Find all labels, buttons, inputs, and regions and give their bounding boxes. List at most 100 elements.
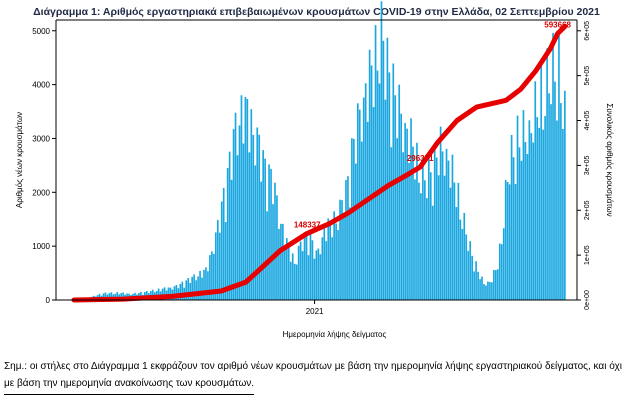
daily-bar [272, 204, 274, 300]
daily-bar [398, 84, 401, 300]
daily-bar [335, 223, 337, 300]
cumulative-line [71, 23, 568, 303]
daily-bar [339, 199, 341, 300]
daily-bar [380, 1, 383, 301]
daily-bar [276, 195, 278, 300]
daily-bar [270, 168, 272, 300]
daily-bar [512, 157, 515, 300]
daily-bar [479, 279, 481, 300]
daily-bar [110, 292, 113, 300]
daily-bar [556, 120, 558, 300]
y-tick-label: 4000 [32, 81, 50, 90]
daily-bar [374, 25, 377, 300]
daily-bar [459, 219, 462, 300]
y-axis-label: Αριθμός νέων κρουσμάτων [15, 112, 24, 208]
daily-bar [528, 120, 531, 300]
daily-bar [461, 228, 464, 300]
chart-svg: 0 1000 2000 3000 4000 5000 0e+00 1e+05 2e+05 3e+0… [15, 1, 614, 339]
daily-bar [163, 287, 166, 300]
daily-bar [516, 115, 519, 300]
cumulative-annotation: 148337 [294, 220, 321, 229]
daily-bar [224, 222, 227, 300]
daily-bar [362, 97, 365, 300]
daily-bar [102, 293, 105, 300]
daily-bar [323, 225, 326, 300]
y-tick-label: 0 [46, 296, 51, 305]
daily-bar [175, 284, 178, 300]
daily-bar [548, 93, 550, 300]
daily-bar [201, 277, 203, 300]
daily-bar [157, 288, 160, 300]
daily-bar [471, 255, 473, 300]
y-tick-label: 1000 [32, 242, 50, 251]
daily-bar [473, 271, 475, 300]
daily-bar [222, 187, 225, 300]
daily-bar [364, 83, 367, 300]
daily-bar [104, 292, 107, 300]
daily-bar [329, 221, 332, 300]
daily-bar [236, 155, 239, 300]
daily-bar [396, 138, 399, 300]
y2-tick-label: 6e+05 [584, 21, 591, 41]
daily-bar [197, 276, 199, 300]
daily-bar [495, 270, 497, 300]
daily-bar [390, 147, 393, 300]
daily-bar [560, 103, 562, 300]
daily-bar [376, 70, 379, 300]
y2-tick-label: 4e+05 [584, 111, 591, 131]
daily-bar [416, 142, 418, 300]
cumulative-annotation: 296371 [407, 154, 434, 163]
daily-bar [420, 193, 422, 300]
daily-bar [410, 118, 412, 301]
daily-bar [564, 90, 566, 300]
daily-bar [500, 244, 503, 300]
daily-bar [469, 241, 472, 300]
daily-bar [408, 162, 410, 300]
daily-bar [278, 228, 280, 300]
daily-bar [443, 175, 446, 300]
daily-bar [167, 287, 170, 300]
y2-tick-label: 1e+05 [584, 245, 591, 265]
daily-bar [453, 182, 456, 300]
daily-bar [185, 280, 188, 300]
daily-bar [179, 283, 182, 300]
daily-bar [550, 104, 552, 301]
daily-bar [394, 95, 397, 300]
daily-bar [274, 182, 276, 300]
daily-bar [337, 230, 339, 300]
chart-title: Διάγραμμα 1: Αριθμός εργαστηριακά επιβεβ… [33, 6, 600, 18]
daily-bar [252, 134, 255, 300]
daily-bar [449, 187, 452, 300]
daily-bar [489, 282, 491, 300]
daily-bar [268, 164, 270, 300]
daily-bar [504, 179, 507, 300]
y2-tick-label: 3e+05 [584, 155, 591, 175]
daily-bar [116, 292, 119, 300]
daily-bar [293, 263, 296, 300]
daily-bar [331, 237, 333, 300]
footnote-rule [4, 394, 254, 395]
daily-bar [366, 121, 369, 300]
daily-bar [491, 282, 493, 300]
daily-bar [317, 248, 320, 300]
daily-bar [418, 182, 420, 300]
daily-bar [384, 99, 387, 300]
daily-bar [506, 181, 509, 300]
daily-bar [297, 245, 300, 300]
daily-bar [319, 254, 322, 300]
daily-bar [191, 276, 193, 300]
cumulative-line-group [71, 23, 568, 303]
daily-bar [400, 113, 403, 300]
daily-bar [218, 232, 221, 300]
daily-bar [220, 201, 223, 300]
daily-bar [353, 138, 355, 300]
y2-tick-label: 0e+00 [584, 290, 591, 310]
x-axis-label: Ημερομηνία λήψης δείγματος [283, 330, 387, 339]
daily-bar [211, 251, 213, 300]
daily-bar [445, 148, 448, 300]
daily-bar [226, 167, 229, 300]
daily-bar [230, 179, 233, 300]
daily-bar [502, 228, 505, 300]
daily-bar [122, 292, 124, 300]
daily-bar [349, 207, 351, 300]
